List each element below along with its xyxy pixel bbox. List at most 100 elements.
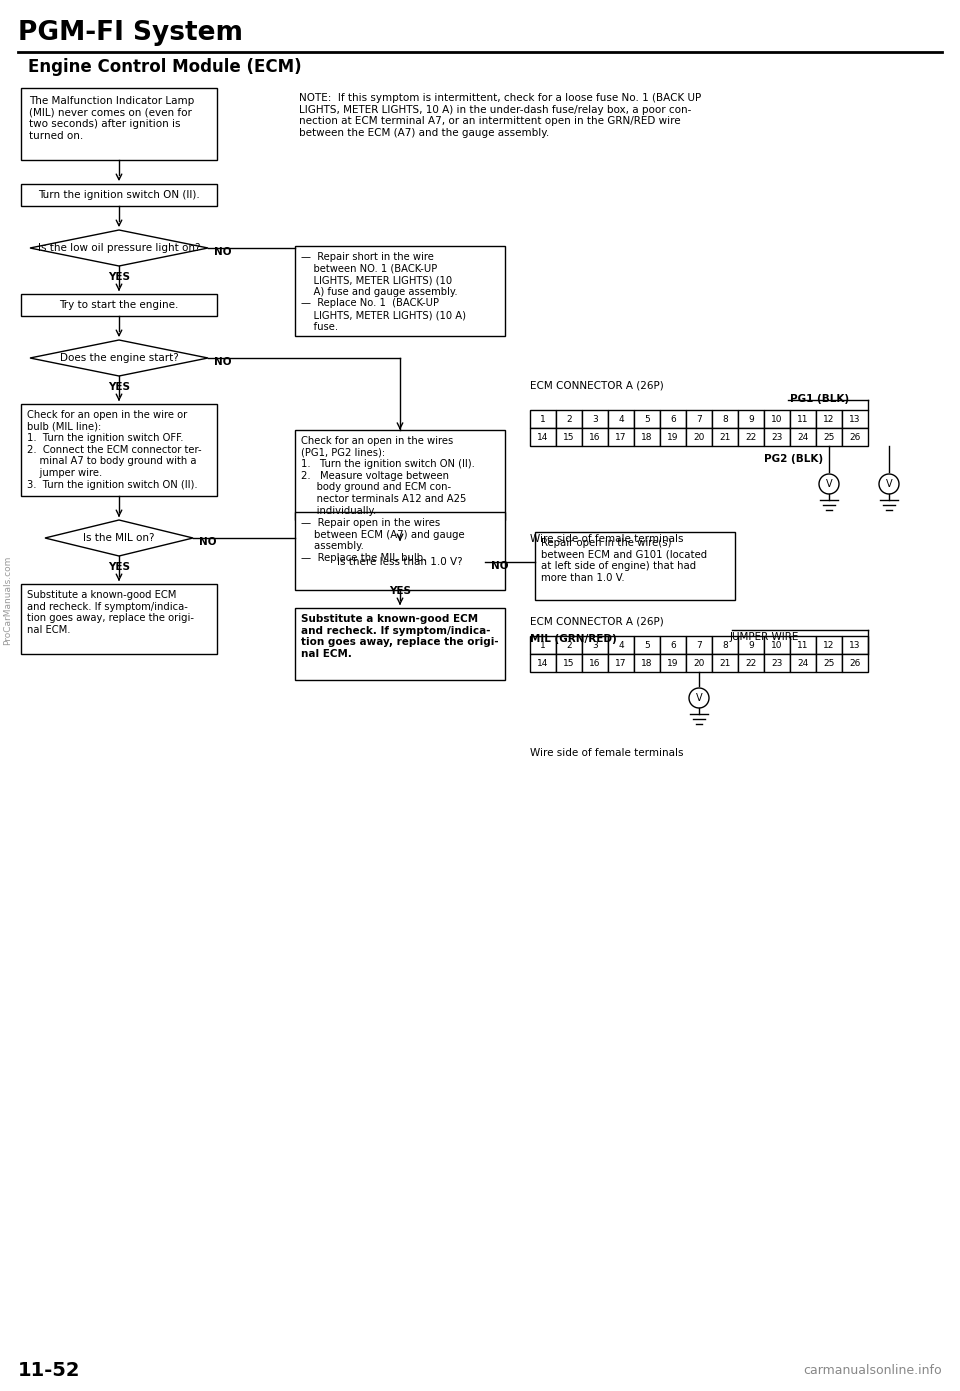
Text: 19: 19 (667, 433, 679, 441)
FancyBboxPatch shape (582, 654, 608, 672)
FancyBboxPatch shape (712, 410, 738, 428)
FancyBboxPatch shape (21, 88, 217, 160)
Text: 22: 22 (745, 433, 756, 441)
FancyBboxPatch shape (712, 428, 738, 447)
FancyBboxPatch shape (764, 410, 790, 428)
Text: JUMPER WIRE: JUMPER WIRE (730, 632, 800, 643)
Text: Try to start the engine.: Try to start the engine. (60, 300, 179, 310)
FancyBboxPatch shape (790, 654, 816, 672)
Text: 25: 25 (824, 658, 834, 668)
FancyBboxPatch shape (295, 608, 505, 680)
Text: 19: 19 (667, 658, 679, 668)
Text: 2: 2 (566, 640, 572, 650)
Text: 15: 15 (564, 658, 575, 668)
FancyBboxPatch shape (582, 428, 608, 447)
Text: V: V (826, 479, 832, 490)
Text: 23: 23 (771, 658, 782, 668)
FancyBboxPatch shape (556, 410, 582, 428)
FancyBboxPatch shape (530, 654, 556, 672)
Polygon shape (30, 230, 208, 266)
Text: Turn the ignition switch ON (II).: Turn the ignition switch ON (II). (38, 191, 200, 200)
Text: ECM CONNECTOR A (26P): ECM CONNECTOR A (26P) (530, 380, 663, 389)
Text: 13: 13 (850, 640, 861, 650)
Text: NO: NO (491, 561, 509, 570)
Text: 11: 11 (797, 415, 808, 423)
Text: 11: 11 (797, 640, 808, 650)
FancyBboxPatch shape (816, 428, 842, 447)
FancyBboxPatch shape (556, 654, 582, 672)
Text: 2: 2 (566, 415, 572, 423)
FancyBboxPatch shape (556, 636, 582, 654)
Text: Is the low oil pressure light on?: Is the low oil pressure light on? (37, 243, 201, 253)
FancyBboxPatch shape (660, 654, 686, 672)
Text: NO: NO (199, 537, 217, 547)
FancyBboxPatch shape (816, 654, 842, 672)
Text: 6: 6 (670, 415, 676, 423)
FancyBboxPatch shape (660, 410, 686, 428)
FancyBboxPatch shape (582, 410, 608, 428)
FancyBboxPatch shape (712, 636, 738, 654)
Polygon shape (45, 520, 193, 556)
Text: ECM CONNECTOR A (26P): ECM CONNECTOR A (26P) (530, 616, 663, 626)
Text: 1: 1 (540, 415, 546, 423)
FancyBboxPatch shape (790, 636, 816, 654)
Text: Check for an open in the wire or
bulb (MIL line):
1.  Turn the ignition switch O: Check for an open in the wire or bulb (M… (27, 410, 202, 490)
Text: YES: YES (108, 273, 130, 282)
FancyBboxPatch shape (842, 428, 868, 447)
Text: MIL (GRN/RED): MIL (GRN/RED) (530, 634, 616, 644)
Text: 8: 8 (722, 415, 728, 423)
Text: NO: NO (214, 357, 231, 367)
Text: 24: 24 (798, 433, 808, 441)
Text: PG2 (BLK): PG2 (BLK) (764, 453, 823, 465)
Text: V: V (696, 693, 703, 702)
FancyBboxPatch shape (21, 184, 217, 206)
Text: 7: 7 (696, 640, 702, 650)
Text: 10: 10 (771, 415, 782, 423)
Text: 16: 16 (589, 433, 601, 441)
Text: 5: 5 (644, 415, 650, 423)
Text: 21: 21 (719, 433, 731, 441)
FancyBboxPatch shape (295, 430, 505, 520)
Text: Is there less than 1.0 V?: Is there less than 1.0 V? (337, 556, 463, 568)
Text: 8: 8 (722, 640, 728, 650)
Text: 17: 17 (615, 658, 627, 668)
Text: Substitute a known-good ECM
and recheck. If symptom/indica-
tion goes away, repl: Substitute a known-good ECM and recheck.… (27, 590, 194, 634)
FancyBboxPatch shape (712, 654, 738, 672)
Text: Repair open in the wire(s)
between ECM and G101 (located
at left side of engine): Repair open in the wire(s) between ECM a… (541, 538, 708, 583)
Text: 3: 3 (592, 640, 598, 650)
FancyBboxPatch shape (556, 428, 582, 447)
Text: Does the engine start?: Does the engine start? (60, 353, 179, 363)
Text: 20: 20 (693, 433, 705, 441)
FancyBboxPatch shape (634, 428, 660, 447)
FancyBboxPatch shape (660, 428, 686, 447)
FancyBboxPatch shape (686, 410, 712, 428)
FancyBboxPatch shape (842, 636, 868, 654)
FancyBboxPatch shape (634, 410, 660, 428)
FancyBboxPatch shape (764, 654, 790, 672)
Text: Check for an open in the wires
(PG1, PG2 lines):
1.   Turn the ignition switch O: Check for an open in the wires (PG1, PG2… (301, 435, 475, 516)
FancyBboxPatch shape (608, 654, 634, 672)
FancyBboxPatch shape (634, 654, 660, 672)
Text: 4: 4 (618, 640, 624, 650)
FancyBboxPatch shape (842, 410, 868, 428)
Text: 14: 14 (538, 433, 549, 441)
FancyBboxPatch shape (790, 428, 816, 447)
FancyBboxPatch shape (660, 636, 686, 654)
Text: V: V (886, 479, 892, 490)
Text: YES: YES (108, 383, 130, 392)
Text: YES: YES (389, 586, 411, 595)
Text: 3: 3 (592, 415, 598, 423)
Text: carmanualsonline.info: carmanualsonline.info (804, 1363, 942, 1377)
Text: 9: 9 (748, 415, 754, 423)
Text: 26: 26 (850, 433, 861, 441)
Text: 15: 15 (564, 433, 575, 441)
Text: 21: 21 (719, 658, 731, 668)
Text: 22: 22 (745, 658, 756, 668)
Text: 1: 1 (540, 640, 546, 650)
Text: 26: 26 (850, 658, 861, 668)
FancyBboxPatch shape (530, 410, 556, 428)
FancyBboxPatch shape (535, 531, 735, 600)
FancyBboxPatch shape (295, 512, 505, 590)
Text: NOTE:  If this symptom is intermittent, check for a loose fuse No. 1 (BACK UP
LI: NOTE: If this symptom is intermittent, c… (299, 93, 701, 138)
FancyBboxPatch shape (21, 584, 217, 654)
